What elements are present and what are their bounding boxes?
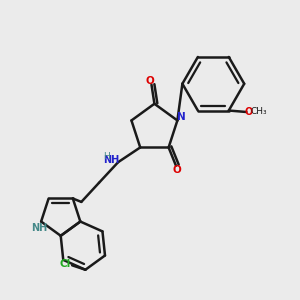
Text: CH₃: CH₃ xyxy=(250,107,267,116)
Text: H: H xyxy=(103,152,110,161)
Text: NH: NH xyxy=(32,223,48,233)
Text: O: O xyxy=(244,107,253,117)
Text: O: O xyxy=(146,76,154,85)
Text: N: N xyxy=(176,112,185,122)
Text: Cl: Cl xyxy=(59,259,71,269)
Text: NH: NH xyxy=(103,155,119,165)
Text: O: O xyxy=(172,165,181,175)
